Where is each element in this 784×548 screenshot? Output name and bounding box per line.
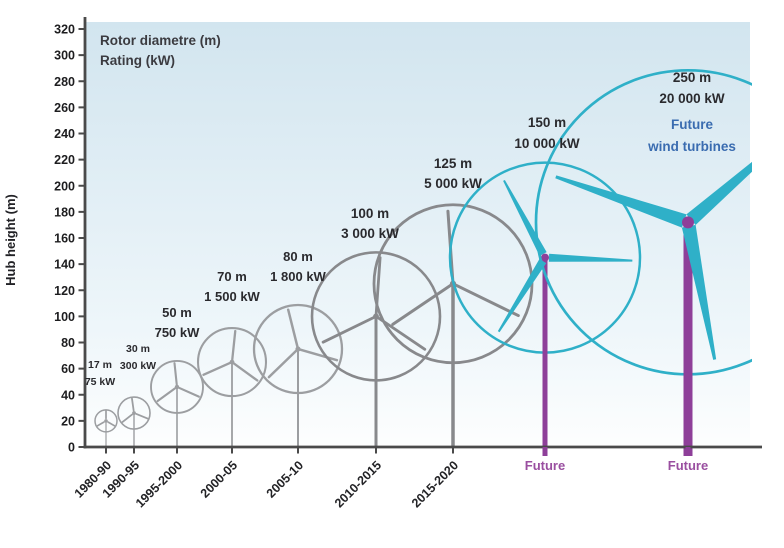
blade xyxy=(156,387,177,403)
rotor-diameter-label: 80 m xyxy=(283,249,313,264)
rating-label: 1 800 kW xyxy=(270,269,326,284)
rotor-diameter-label: 70 m xyxy=(217,269,247,284)
hub xyxy=(373,313,379,320)
rating-label: 20 000 kW xyxy=(659,91,725,106)
blade xyxy=(178,386,200,398)
turbine-5 xyxy=(252,303,344,447)
y-tick-label: 120 xyxy=(54,284,75,298)
hub xyxy=(132,411,136,415)
blade xyxy=(286,308,299,348)
blade xyxy=(453,283,520,318)
x-tick-label: 2005-10 xyxy=(264,458,306,500)
plot-background xyxy=(85,22,750,447)
rotor-diameter-label: 250 m xyxy=(673,70,711,85)
blade xyxy=(121,413,133,424)
y-tick-label: 240 xyxy=(54,127,75,141)
rating-label: 5 000 kW xyxy=(424,176,482,191)
rotor-diameter-label: 100 m xyxy=(351,206,389,221)
blade xyxy=(231,329,237,361)
y-tick-label: 200 xyxy=(54,179,75,193)
blade xyxy=(391,283,453,326)
y-tick-label: 180 xyxy=(54,205,75,219)
y-tick-label: 100 xyxy=(54,310,75,324)
x-tick-future xyxy=(542,447,548,456)
y-tick-label: 220 xyxy=(54,153,75,167)
turbine-3 xyxy=(150,359,204,447)
blade xyxy=(686,161,752,225)
turbine-1 xyxy=(94,409,118,447)
y-tick-label: 60 xyxy=(61,362,75,376)
legend-rotor-diametre: Rotor diametre (m) xyxy=(100,33,221,48)
rotor-diameter-label: 17 m xyxy=(88,359,112,371)
rating-label: 3 000 kW xyxy=(341,226,399,241)
x-tick-label: 1995-2000 xyxy=(133,458,185,510)
x-tick-label-future: Future xyxy=(525,458,565,473)
blade xyxy=(321,316,376,344)
rating-label: 750 kW xyxy=(155,325,201,340)
rotor-diameter-label: 50 m xyxy=(162,305,192,320)
x-tick-future xyxy=(685,447,691,456)
hub xyxy=(174,384,180,390)
y-tick-label: 20 xyxy=(61,414,75,428)
y-tick-label: 80 xyxy=(61,336,75,350)
hub xyxy=(295,346,301,352)
future-wind-turbines-annotation: Future xyxy=(671,117,713,132)
y-tick-label: 260 xyxy=(54,101,75,115)
turbine-2 xyxy=(117,396,151,447)
y-tick-label: 280 xyxy=(54,75,75,89)
turbines-layer xyxy=(94,69,752,456)
rating-label: 300 kW xyxy=(120,360,156,372)
hub xyxy=(682,216,694,229)
blade xyxy=(131,397,135,412)
rating-label: 75 kW xyxy=(85,376,115,388)
rating-label: 10 000 kW xyxy=(514,136,580,151)
hub xyxy=(229,359,235,365)
hub xyxy=(541,253,549,262)
blade xyxy=(232,362,259,382)
y-axis-title: Hub height (m) xyxy=(3,194,18,286)
hub xyxy=(104,419,108,423)
blade xyxy=(497,258,547,333)
blade xyxy=(202,361,231,376)
future-wind-turbines-annotation: wind turbines xyxy=(647,139,736,154)
rating-label: 1 500 kW xyxy=(204,289,260,304)
x-tick-label: 2010-2015 xyxy=(332,458,384,510)
y-tick-label: 160 xyxy=(54,232,75,246)
y-tick-label: 140 xyxy=(54,258,75,272)
y-tick-label: 320 xyxy=(54,23,75,37)
x-tick-label: 2015-2020 xyxy=(409,458,461,510)
blade xyxy=(299,348,339,362)
rotor-diameter-label: 150 m xyxy=(528,115,566,130)
legend-rating: Rating (kW) xyxy=(100,53,175,68)
x-tick-label: 2000-05 xyxy=(198,458,240,500)
y-tick-label: 0 xyxy=(68,441,75,455)
blade xyxy=(107,421,116,427)
turbine-9-future xyxy=(534,69,752,456)
turbine-4 xyxy=(196,327,268,447)
x-tick-label-future: Future xyxy=(668,458,708,473)
y-tick-label: 300 xyxy=(54,49,75,63)
turbine-6 xyxy=(310,251,442,447)
blade xyxy=(681,224,717,360)
blade xyxy=(173,362,178,386)
rotor-diameter-label: 125 m xyxy=(434,156,472,171)
blade xyxy=(555,175,687,228)
blade xyxy=(548,253,633,262)
rotor-diameter-label: 30 m xyxy=(126,343,150,355)
blade xyxy=(96,421,105,427)
y-tick-label: 40 xyxy=(61,388,75,402)
blade xyxy=(267,349,298,379)
blade xyxy=(135,413,149,420)
